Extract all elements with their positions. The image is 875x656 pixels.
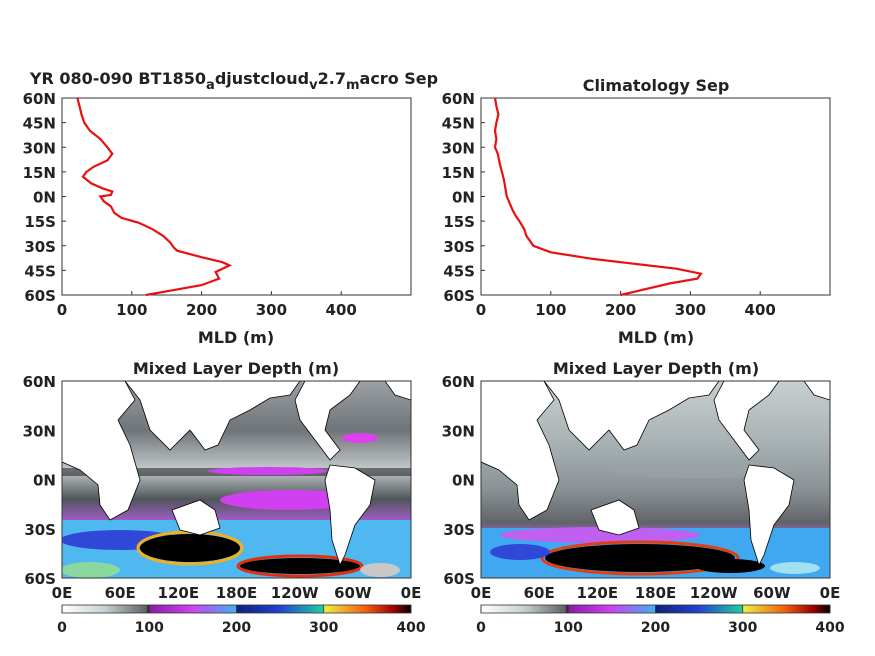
map-y-tick-label: 60N: [442, 373, 475, 391]
profile-2-line: [493, 97, 703, 297]
map-1-land: [62, 381, 411, 567]
map-2-land: [481, 381, 830, 567]
y-tick-label: 45N: [442, 115, 475, 133]
y-tick-label: 30N: [442, 139, 475, 157]
colorbar-tick-label: 100: [554, 620, 583, 636]
y-tick-label: 45S: [443, 262, 475, 280]
map-y-tick-label: 60N: [23, 373, 56, 391]
profile-panel-2: Climatology Sep 0 100 200 300 400 60N 45N 30N 15…: [442, 76, 831, 347]
y-tick-label: 0N: [452, 189, 475, 207]
colorbar-tick-label: 400: [815, 620, 844, 636]
profile-2-axes: [480, 97, 831, 296]
map-x-tick-label: 120E: [158, 584, 200, 602]
map-y-tick-label: 30N: [442, 422, 475, 440]
colorbar-tick-label: 300: [728, 620, 757, 636]
map-x-tick-label: 120E: [577, 584, 619, 602]
x-tick-label: 0: [57, 301, 67, 319]
colorbar-tick-label: 300: [309, 620, 338, 636]
map-1-axes: [61, 380, 412, 579]
y-tick-label: 60N: [442, 90, 475, 108]
colorbar-tick-label: 0: [476, 620, 486, 636]
map-y-tick-label: 30N: [23, 422, 56, 440]
map-2-colorbar-ticks: 0 100 200 300 400: [476, 605, 845, 636]
profile-2-xlabel: MLD (m): [618, 328, 694, 347]
colorbar-tick-label: 200: [641, 620, 670, 636]
x-tick-label: 100: [116, 301, 147, 319]
map-y-tick-label: 0N: [452, 472, 475, 490]
map-x-tick-label: 180E: [216, 584, 258, 602]
y-tick-label: 15N: [442, 164, 475, 182]
y-tick-label: 60N: [23, 90, 56, 108]
y-tick-label: 60S: [24, 287, 56, 305]
map-x-tick-label: 120W: [271, 584, 319, 602]
y-tick-label: 30S: [24, 238, 56, 256]
map-x-tick-label: 0E: [471, 584, 492, 602]
map-panel-1: Mixed Layer Depth (m): [23, 359, 426, 636]
profile-panel-1: YR 080-090 BT1850adjustcloudv2.7macro Se…: [23, 69, 439, 347]
map-y-tick-label: 0N: [33, 472, 56, 490]
y-tick-label: 15S: [24, 213, 56, 231]
map-x-tick-label: 180E: [635, 584, 677, 602]
profile-2-title: Climatology Sep: [583, 76, 730, 95]
map-x-tick-label: 60W: [753, 584, 791, 602]
profile-1-line: [76, 97, 233, 297]
map-y-tick-label: 30S: [443, 521, 475, 539]
x-tick-label: 400: [745, 301, 776, 319]
profile-1-title: YR 080-090 BT1850adjustcloudv2.7macro Se…: [29, 69, 438, 93]
x-tick-label: 400: [326, 301, 357, 319]
y-tick-label: 45S: [24, 262, 56, 280]
x-tick-label: 300: [675, 301, 706, 319]
colorbar-tick-label: 200: [222, 620, 251, 636]
map-2-axes: [480, 380, 831, 579]
y-tick-label: 45N: [23, 115, 56, 133]
y-tick-label: 30S: [443, 238, 475, 256]
profile-1-ticks: 0 100 200 300 400 60N 45N 30N 15N 0N 15S 30S 45S 60S: [23, 90, 357, 319]
x-tick-label: 200: [186, 301, 217, 319]
profile-2-ticks: 0 100 200 300 400 60N 45N 30N 15N 0N 15S 30S 45S 60S: [442, 90, 776, 319]
y-tick-label: 0N: [33, 189, 56, 207]
x-tick-label: 300: [256, 301, 287, 319]
profile-1-axes: [61, 97, 412, 296]
map-x-tick-label: 0E: [401, 584, 422, 602]
map-x-tick-label: 60W: [334, 584, 372, 602]
profile-1-xlabel: MLD (m): [198, 328, 274, 347]
map-1-colorbar-ticks: 0 100 200 300 400: [57, 605, 426, 636]
x-tick-label: 100: [535, 301, 566, 319]
map-x-tick-label: 0E: [52, 584, 73, 602]
colorbar-tick-label: 0: [57, 620, 67, 636]
map-y-tick-label: 60S: [24, 570, 56, 588]
map-1-title: Mixed Layer Depth (m): [133, 359, 339, 378]
colorbar-tick-label: 400: [396, 620, 425, 636]
map-y-tick-label: 30S: [24, 521, 56, 539]
map-x-tick-label: 60E: [105, 584, 136, 602]
x-tick-label: 200: [605, 301, 636, 319]
colorbar-tick-label: 100: [135, 620, 164, 636]
y-tick-label: 15N: [23, 164, 56, 182]
map-2-title: Mixed Layer Depth (m): [553, 359, 759, 378]
map-x-tick-label: 60E: [524, 584, 555, 602]
y-tick-label: 15S: [443, 213, 475, 231]
map-y-tick-label: 60S: [443, 570, 475, 588]
y-tick-label: 30N: [23, 139, 56, 157]
map-x-tick-label: 0E: [820, 584, 841, 602]
y-tick-label: 60S: [443, 287, 475, 305]
map-x-tick-label: 120W: [690, 584, 738, 602]
x-tick-label: 0: [476, 301, 486, 319]
